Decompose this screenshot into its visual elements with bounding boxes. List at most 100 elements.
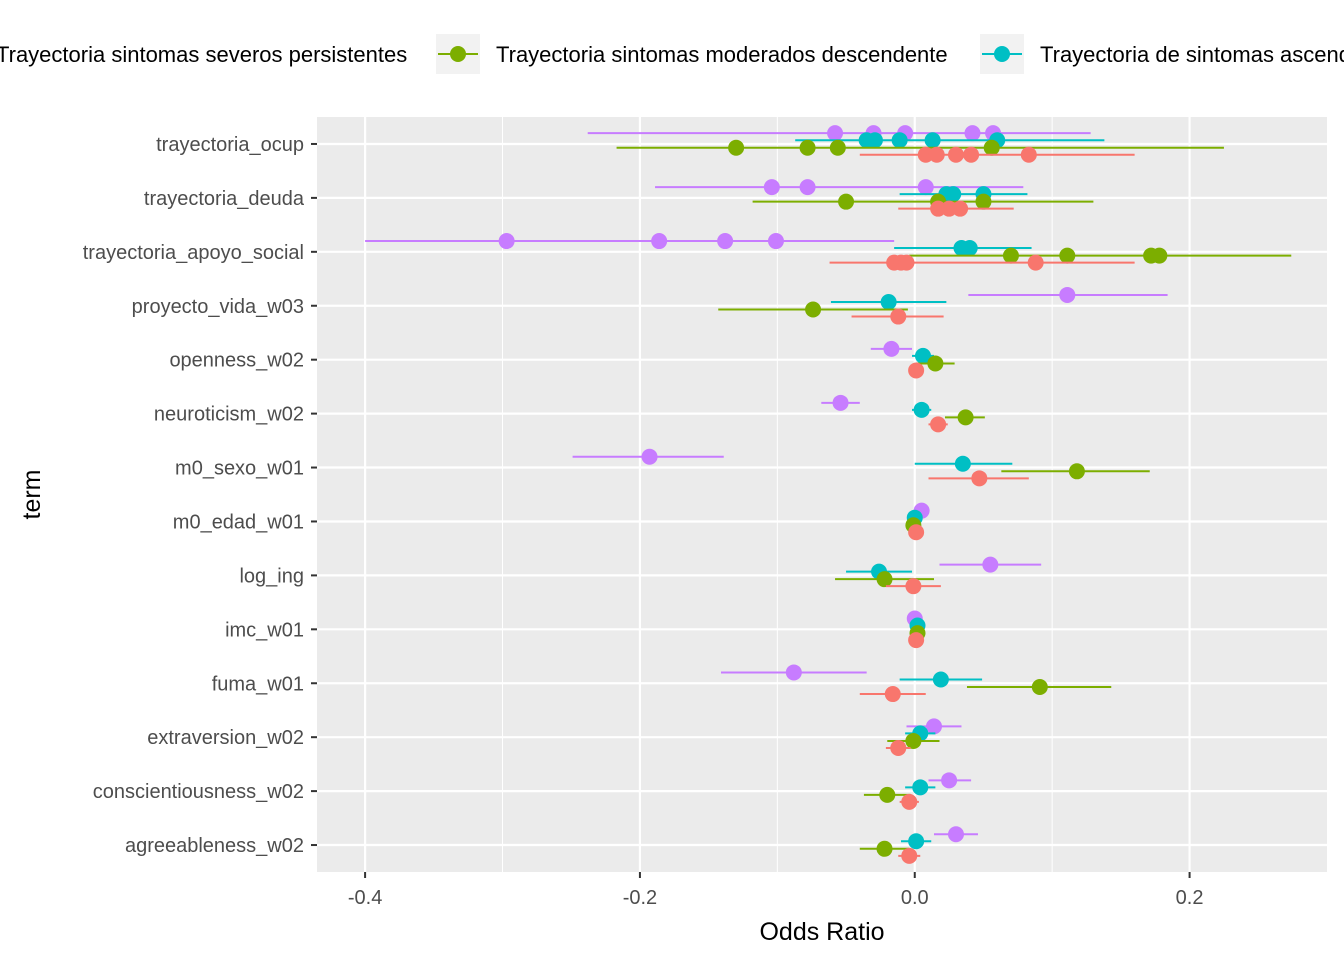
data-point xyxy=(785,664,802,681)
data-point xyxy=(879,786,896,803)
data-point xyxy=(832,394,849,411)
x-tick-label: -0.4 xyxy=(348,887,382,909)
data-point xyxy=(641,448,658,465)
data-point xyxy=(954,455,971,472)
data-point xyxy=(717,233,734,250)
data-point xyxy=(1031,679,1048,696)
x-tick-label: 0.2 xyxy=(1176,887,1204,909)
data-point xyxy=(925,718,942,735)
data-point xyxy=(941,772,958,789)
y-tick-label: proyecto_vida_w03 xyxy=(132,296,304,318)
data-point xyxy=(930,200,947,217)
data-point xyxy=(917,179,934,196)
data-point xyxy=(927,355,944,372)
y-tick-label: agreeableness_w02 xyxy=(125,835,304,857)
data-point xyxy=(945,186,962,203)
data-point xyxy=(971,470,988,487)
data-point xyxy=(890,308,907,325)
data-point xyxy=(908,524,925,541)
data-point xyxy=(901,847,918,864)
y-axis-title: term xyxy=(18,470,46,520)
data-point xyxy=(1059,286,1076,303)
data-point xyxy=(880,293,897,310)
y-tick-label: neuroticism_w02 xyxy=(154,404,304,426)
data-point xyxy=(941,200,958,217)
data-point xyxy=(963,146,980,163)
y-tick-label: trayectoria_ocup xyxy=(156,134,304,156)
data-point xyxy=(883,340,900,357)
legend-label: Trayectoria de sintomas ascendentes xyxy=(1040,42,1344,67)
legend-key-point xyxy=(994,46,1010,62)
data-point xyxy=(930,416,947,433)
y-tick-label: m0_sexo_w01 xyxy=(175,458,304,480)
y-tick-label: conscientiousness_w02 xyxy=(93,781,304,803)
data-point xyxy=(799,179,816,196)
data-point xyxy=(884,686,901,703)
y-tick-label: extraversion_w02 xyxy=(147,727,304,749)
data-point xyxy=(924,132,941,149)
data-point xyxy=(912,779,929,796)
data-point xyxy=(961,240,978,257)
data-point xyxy=(908,362,925,379)
y-tick-label: m0_edad_w01 xyxy=(173,511,304,533)
data-point xyxy=(917,146,934,163)
y-tick-label: openness_w02 xyxy=(169,350,304,372)
plot-panel xyxy=(317,117,1327,872)
data-point xyxy=(728,139,745,156)
data-point xyxy=(1020,146,1037,163)
data-point xyxy=(952,200,969,217)
x-tick-label: 0.0 xyxy=(901,887,929,909)
data-point xyxy=(876,840,893,857)
data-point xyxy=(975,193,992,210)
x-tick-label: -0.2 xyxy=(623,887,657,909)
y-tick-label: trayectoria_apoyo_social xyxy=(83,242,304,264)
data-point xyxy=(763,179,780,196)
data-point xyxy=(982,556,999,573)
data-point xyxy=(1059,247,1076,264)
data-point xyxy=(928,146,945,163)
y-tick-label: fuma_w01 xyxy=(212,673,304,695)
data-point xyxy=(964,125,981,142)
data-point xyxy=(890,739,907,756)
data-point xyxy=(1151,247,1168,264)
data-point xyxy=(915,347,931,364)
y-tick-label: trayectoria_deuda xyxy=(144,188,305,210)
data-point xyxy=(1027,254,1044,271)
data-point xyxy=(651,233,668,250)
data-point xyxy=(1002,247,1019,264)
data-point xyxy=(838,193,855,210)
legend-label: Trayectoria sintomas severos persistente… xyxy=(0,42,407,67)
data-point xyxy=(908,632,925,649)
data-point xyxy=(866,132,883,149)
data-point xyxy=(901,793,918,810)
data-point xyxy=(913,401,930,418)
y-tick-label: imc_w01 xyxy=(225,619,304,641)
legend-key-point xyxy=(450,46,466,62)
axes: -0.4 -0.2 0.0 0.2 trayectoria_ocup trayectori… xyxy=(83,134,1204,909)
legend: Trayectoria sintomas severos persistente… xyxy=(0,34,1344,74)
data-point xyxy=(829,139,846,156)
data-point xyxy=(1068,463,1085,480)
data-point xyxy=(957,409,974,426)
data-point xyxy=(947,826,964,843)
data-marks xyxy=(365,125,1292,864)
x-axis-title: Odds Ratio xyxy=(759,918,884,946)
data-point xyxy=(905,732,922,749)
data-point xyxy=(891,132,908,149)
data-point xyxy=(947,146,964,163)
y-tick-label: log_ing xyxy=(239,565,304,587)
data-point xyxy=(905,578,922,595)
data-point xyxy=(898,254,915,271)
data-point xyxy=(932,671,949,688)
data-point xyxy=(827,125,844,142)
data-point xyxy=(799,139,816,156)
series-0 xyxy=(829,146,1135,864)
data-point xyxy=(805,301,822,318)
data-point xyxy=(983,139,1000,156)
data-point xyxy=(498,233,515,250)
data-point xyxy=(876,571,893,588)
legend-label: Trayectoria sintomas moderados descenden… xyxy=(496,42,948,67)
data-point xyxy=(767,233,784,250)
data-point xyxy=(908,833,925,850)
